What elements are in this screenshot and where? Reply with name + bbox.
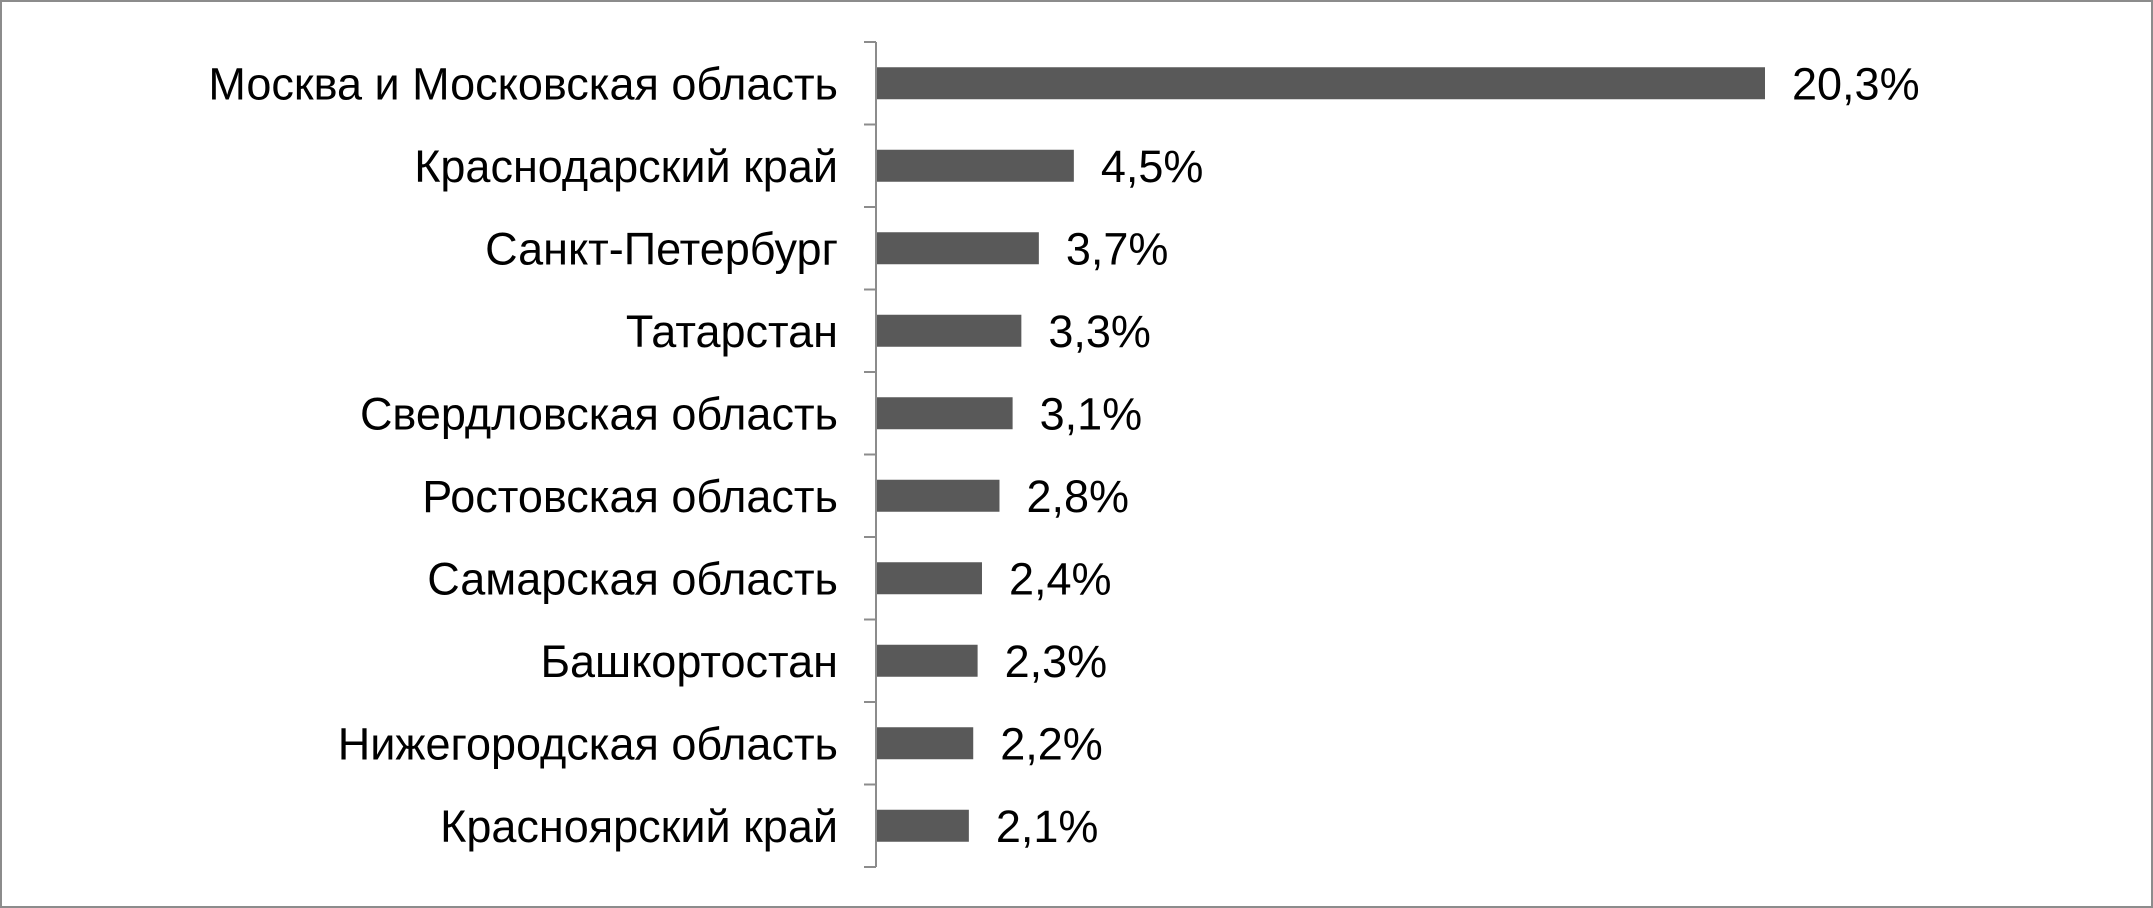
value-labels: 20,3% 4,5% 3,7% 3,3% 3,1% 2,8% 2,4% 2,3% 2,2% 2,1… bbox=[996, 58, 1920, 852]
value-label: 2,3% bbox=[1005, 636, 1108, 687]
value-label: 2,2% bbox=[1000, 718, 1103, 769]
category-labels: Москва и Московская область Краснодарский… bbox=[208, 58, 838, 852]
category-label: Башкортостан bbox=[540, 636, 838, 687]
value-label: 2,4% bbox=[1009, 553, 1112, 604]
category-label: Нижегородская область bbox=[338, 718, 838, 769]
bar bbox=[877, 809, 969, 842]
bars bbox=[877, 67, 1765, 842]
value-label: 20,3% bbox=[1792, 58, 1920, 109]
bar bbox=[877, 314, 1022, 347]
value-label: 3,3% bbox=[1048, 306, 1151, 357]
bar bbox=[877, 397, 1013, 430]
value-label: 3,7% bbox=[1066, 223, 1169, 274]
category-label: Свердловская область bbox=[360, 388, 838, 439]
bar bbox=[877, 67, 1765, 100]
bar bbox=[877, 479, 1000, 512]
category-label: Краснодарский край bbox=[414, 141, 838, 192]
bar bbox=[877, 149, 1074, 182]
category-label: Москва и Московская область bbox=[208, 58, 838, 109]
category-label: Ростовская область bbox=[422, 471, 838, 522]
value-label: 2,1% bbox=[996, 801, 1099, 852]
category-label: Санкт-Петербург bbox=[485, 223, 838, 274]
value-label: 2,8% bbox=[1026, 471, 1129, 522]
bar bbox=[877, 644, 978, 677]
bar bbox=[877, 727, 974, 760]
category-label: Татарстан bbox=[626, 306, 838, 357]
value-label: 3,1% bbox=[1040, 388, 1143, 439]
category-label: Самарская область bbox=[427, 553, 838, 604]
category-label: Красноярский край bbox=[440, 801, 838, 852]
bar bbox=[877, 232, 1039, 265]
bar bbox=[877, 562, 982, 595]
category-axis bbox=[864, 41, 877, 868]
value-label: 4,5% bbox=[1101, 141, 1204, 192]
